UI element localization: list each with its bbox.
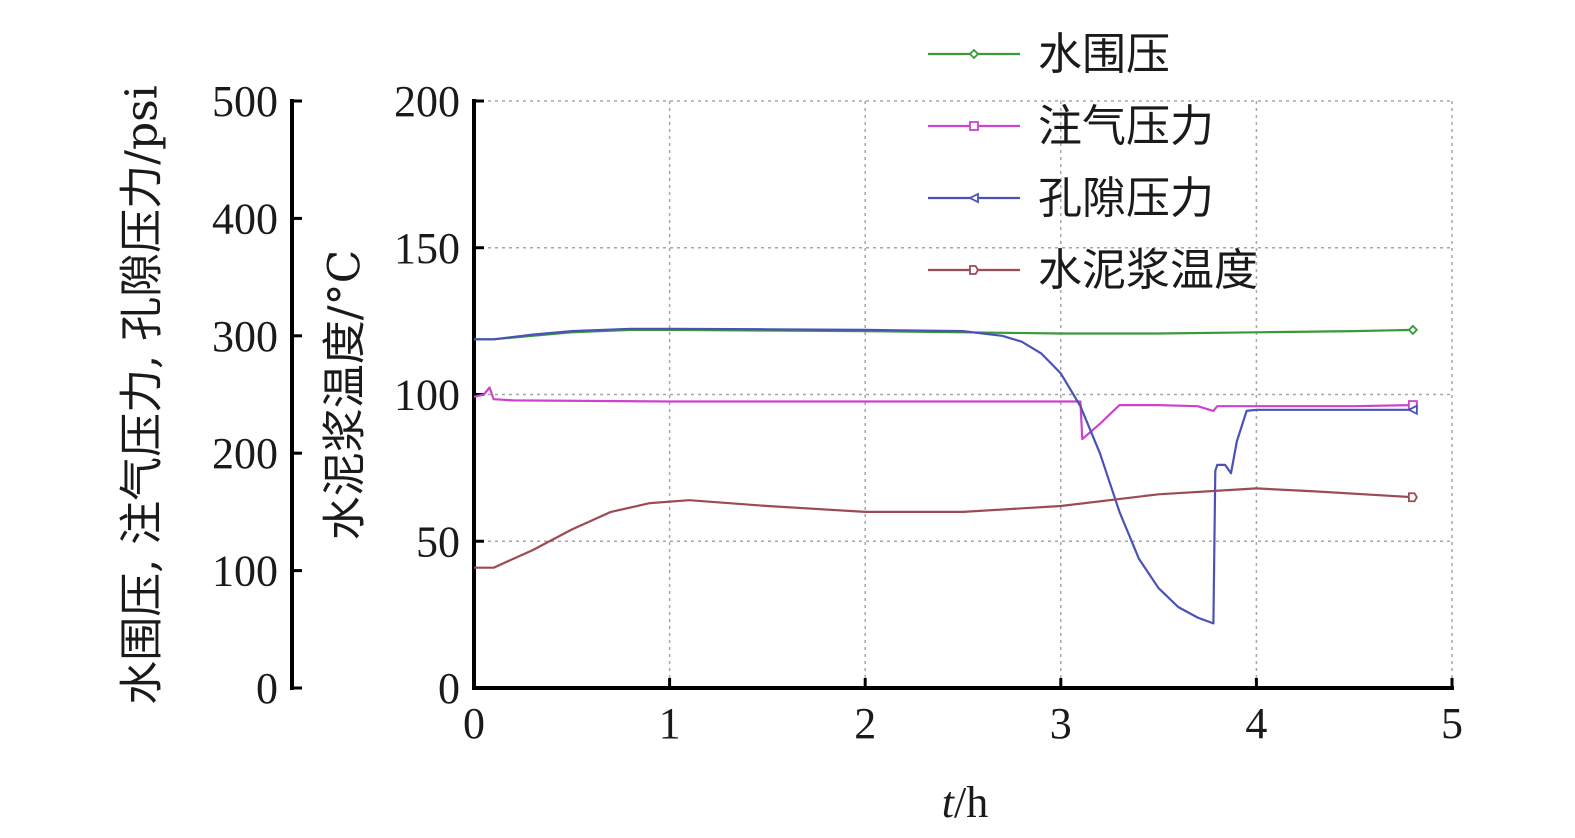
series-line-1 <box>474 328 1413 341</box>
y-tick-label-temperature: 150 <box>394 224 460 273</box>
y-tick-label-pressure: 100 <box>212 547 278 596</box>
series-4 <box>474 487 1418 569</box>
series-end-marker-3 <box>1406 404 1418 416</box>
legend-swatch-marker <box>969 265 980 275</box>
series-end-marker-1 <box>1407 324 1419 336</box>
y-tick-label-pressure: 0 <box>256 664 278 713</box>
series-end-marker-4 <box>1407 492 1418 503</box>
series-line-3 <box>474 327 1413 625</box>
series-layer <box>473 324 1419 625</box>
y-tick-label-temperature: 0 <box>438 664 460 713</box>
y-axis-title-pressure: 水围压, 注气压力, 孔隙压力/psi <box>117 85 168 705</box>
legend-swatch-marker <box>968 48 980 60</box>
legend-label: 水围压 <box>1038 29 1170 80</box>
y-tick-label-temperature: 200 <box>394 77 460 126</box>
legend-label: 注气压力 <box>1038 101 1214 152</box>
series-line-4 <box>474 487 1413 569</box>
legend-entry-4: 水泥浆温度 <box>928 245 1258 296</box>
y-tick-label-pressure: 200 <box>212 429 278 478</box>
legend-swatch-marker <box>969 121 979 131</box>
x-axis-title-unit: /h <box>954 778 988 827</box>
grid-layer <box>474 100 1453 688</box>
series-3 <box>474 327 1418 625</box>
x-axis-title-var: t <box>942 778 956 827</box>
x-tick-label: 3 <box>1050 699 1072 748</box>
legend-label: 水泥浆温度 <box>1038 245 1258 296</box>
y-tick-label-pressure: 300 <box>212 312 278 361</box>
x-tick-label: 4 <box>1245 699 1267 748</box>
legend-label: 孔隙压力 <box>1038 173 1214 224</box>
x-tick-label: 0 <box>463 699 485 748</box>
y-axis-title-temperature: 水泥浆温度/°C <box>320 250 371 541</box>
x-axis-title: t/h <box>942 778 988 827</box>
y-tick-label-temperature: 100 <box>394 371 460 420</box>
y-tick-label-temperature: 50 <box>416 517 460 566</box>
legend-entry-1: 水围压 <box>928 29 1170 80</box>
x-tick-label: 5 <box>1441 699 1463 748</box>
y-tick-label-pressure: 500 <box>212 77 278 126</box>
legend-entry-2: 注气压力 <box>928 101 1214 152</box>
x-tick-label: 1 <box>659 699 681 748</box>
y-tick-label-pressure: 400 <box>212 194 278 243</box>
legend-entry-3: 孔隙压力 <box>928 173 1214 224</box>
series-1 <box>474 324 1419 341</box>
legend-swatch-marker <box>967 192 979 204</box>
x-tick-label: 2 <box>854 699 876 748</box>
